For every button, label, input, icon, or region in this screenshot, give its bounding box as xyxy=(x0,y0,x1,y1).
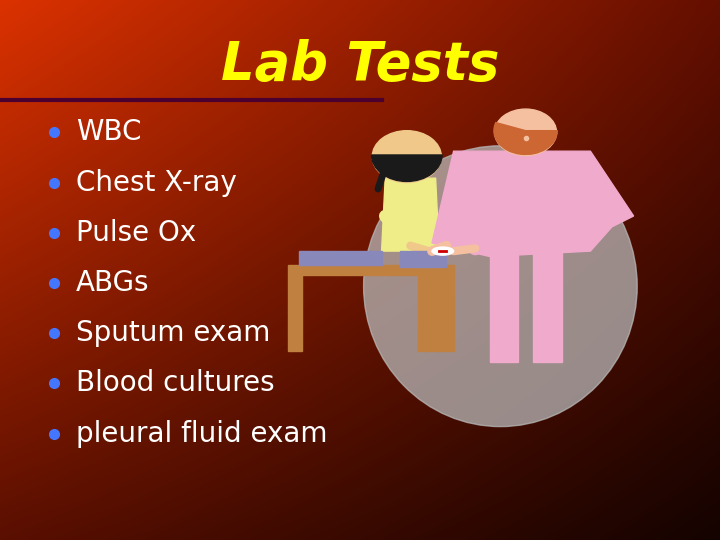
Circle shape xyxy=(372,131,441,183)
Text: pleural fluid exam: pleural fluid exam xyxy=(76,420,327,448)
Text: ABGs: ABGs xyxy=(76,269,149,297)
Polygon shape xyxy=(533,251,562,362)
Polygon shape xyxy=(288,275,302,351)
Text: WBC: WBC xyxy=(76,118,141,146)
Polygon shape xyxy=(382,178,439,251)
Polygon shape xyxy=(400,251,446,267)
Text: Chest X-ray: Chest X-ray xyxy=(76,168,236,197)
Text: Lab Tests: Lab Tests xyxy=(221,39,499,91)
Polygon shape xyxy=(490,251,518,362)
Ellipse shape xyxy=(432,247,454,255)
Polygon shape xyxy=(432,275,454,351)
Polygon shape xyxy=(299,251,382,265)
Polygon shape xyxy=(432,151,634,256)
Text: Pulse Ox: Pulse Ox xyxy=(76,219,196,247)
Text: Blood cultures: Blood cultures xyxy=(76,369,274,397)
Polygon shape xyxy=(288,265,454,275)
Polygon shape xyxy=(418,275,432,351)
Text: Sputum exam: Sputum exam xyxy=(76,319,270,347)
Circle shape xyxy=(495,109,557,156)
Wedge shape xyxy=(372,155,442,181)
Ellipse shape xyxy=(364,146,637,427)
Wedge shape xyxy=(494,123,557,154)
